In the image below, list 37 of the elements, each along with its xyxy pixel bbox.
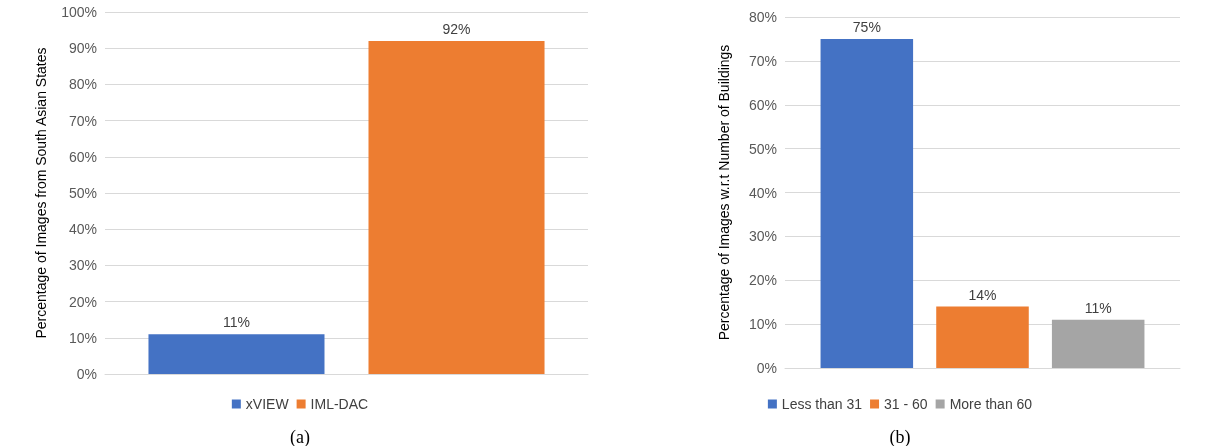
y-tick-label: 40%	[748, 184, 777, 201]
y-tick-label: 100%	[61, 4, 97, 20]
y-tick-label: 0%	[756, 360, 777, 376]
y-tick-label: 20%	[748, 272, 777, 289]
y-tick-label: 80%	[68, 76, 97, 93]
data-label: 92%	[442, 20, 471, 37]
legend-label: More than 60	[949, 396, 1033, 412]
bar	[936, 306, 1029, 368]
legend-label: xVIEW	[245, 396, 290, 412]
y-tick-label: 30%	[748, 228, 777, 245]
y-tick-label: 10%	[68, 329, 97, 346]
y-tick-label: 50%	[68, 185, 97, 201]
data-label: 11%	[1084, 299, 1112, 316]
y-tick-label: 80%	[748, 9, 777, 25]
bar	[820, 38, 914, 368]
y-tick-label: 10%	[748, 316, 777, 333]
y-tick-label: 70%	[68, 112, 97, 129]
data-label: 75%	[852, 18, 881, 35]
bar	[1051, 319, 1145, 368]
legend-label: IML-DAC	[310, 396, 369, 412]
text: (b)	[889, 427, 911, 448]
y-tick-label: 90%	[68, 40, 97, 57]
data-label: 14%	[968, 286, 997, 303]
y-tick-label: 70%	[748, 52, 777, 69]
y-tick-label: 60%	[748, 96, 777, 113]
y-tick-label: 50%	[748, 140, 777, 157]
y-tick-label: 0%	[76, 366, 97, 382]
y-axis-title: Percentage of Images from South Asian States	[33, 47, 50, 339]
legend-label: 31 - 60	[884, 396, 928, 412]
y-tick-label: 40%	[68, 221, 97, 238]
y-tick-label: 30%	[68, 257, 97, 274]
legend-label: Less than 31	[781, 396, 863, 412]
y-tick-label: 20%	[68, 293, 97, 310]
text: (a)	[290, 427, 310, 448]
y-tick-label: 60%	[68, 148, 97, 165]
data-label: 11%	[222, 314, 250, 331]
y-axis-title: Percentage of Images w.r.t Number of Buildings	[716, 44, 732, 341]
